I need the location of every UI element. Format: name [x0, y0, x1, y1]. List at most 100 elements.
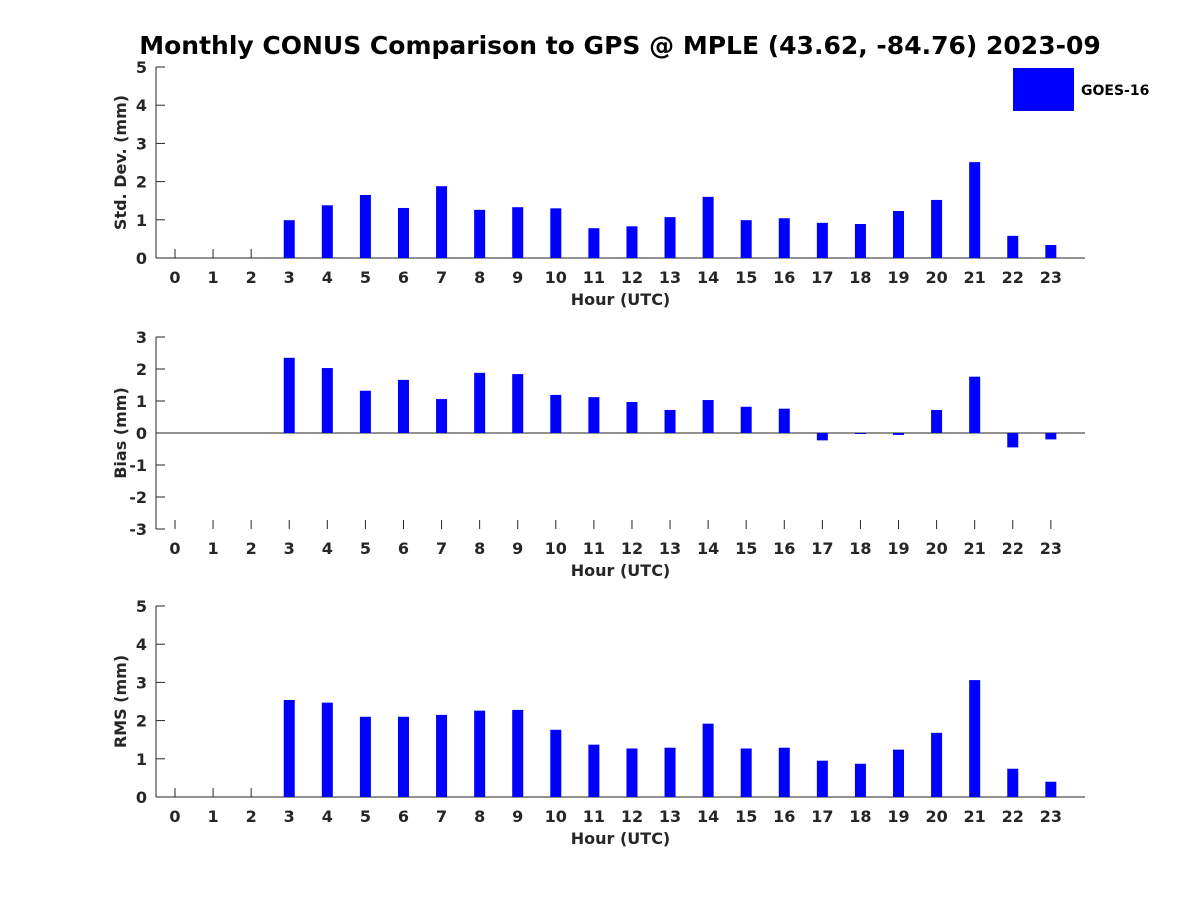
bar [321, 702, 333, 797]
x-tick-label: 11 [583, 539, 605, 558]
x-tick-label: 6 [398, 807, 409, 826]
bar [626, 226, 638, 258]
bar [664, 747, 676, 797]
bar [854, 224, 866, 258]
chart-title: Monthly CONUS Comparison to GPS @ MPLE (… [139, 31, 1101, 60]
x-tick-label: 11 [583, 807, 605, 826]
bar [778, 408, 790, 433]
bar [702, 196, 714, 258]
bar [474, 372, 486, 433]
x-tick-label: 5 [360, 268, 371, 287]
legend-label: GOES-16 [1081, 83, 1149, 99]
x-tick-label: 2 [246, 268, 257, 287]
bar [1007, 768, 1019, 797]
bar [854, 433, 866, 434]
bar [588, 744, 600, 797]
bar [550, 394, 562, 433]
y-tick-label: 4 [136, 96, 147, 115]
y-axis-label: Std. Dev. (mm) [111, 95, 130, 230]
x-tick-label: 15 [735, 268, 757, 287]
bar [512, 709, 524, 797]
bar [702, 723, 714, 797]
y-tick-label: 0 [136, 424, 147, 443]
y-tick-label: 4 [136, 635, 147, 654]
bar [1045, 245, 1057, 258]
x-tick-label: 14 [697, 268, 719, 287]
bar [893, 749, 905, 797]
bar [931, 409, 943, 433]
bar [512, 374, 524, 433]
bar [626, 748, 638, 797]
x-tick-label: 20 [925, 268, 947, 287]
x-tick-label: 12 [621, 539, 643, 558]
bar [436, 186, 448, 258]
x-axis-label: Hour (UTC) [571, 561, 671, 580]
x-tick-label: 23 [1040, 268, 1062, 287]
y-tick-label: -1 [129, 456, 147, 475]
y-tick-label: 2 [136, 360, 147, 379]
x-tick-label: 6 [398, 268, 409, 287]
x-tick-label: 7 [436, 539, 447, 558]
y-tick-label: 3 [136, 673, 147, 692]
bar [436, 714, 448, 797]
bar [321, 205, 333, 258]
bar [588, 397, 600, 433]
bar [702, 400, 714, 433]
y-tick-label: -2 [129, 488, 147, 507]
x-tick-label: 3 [284, 268, 295, 287]
bar [397, 379, 409, 433]
x-tick-label: 16 [773, 268, 795, 287]
bar [436, 399, 448, 433]
x-axis-label: Hour (UTC) [571, 290, 671, 309]
x-tick-label: 16 [773, 807, 795, 826]
bar [359, 390, 371, 433]
x-tick-label: 13 [659, 539, 681, 558]
bar [816, 760, 828, 797]
bar [740, 748, 752, 797]
bar [550, 729, 562, 797]
legend-swatch [1013, 68, 1074, 111]
x-tick-label: 13 [659, 268, 681, 287]
legend: GOES-16 [1013, 68, 1149, 111]
x-tick-label: 10 [545, 807, 567, 826]
y-tick-label: 1 [136, 392, 147, 411]
bar [359, 716, 371, 797]
bar [1045, 781, 1057, 797]
bar [474, 710, 486, 797]
y-tick-label: 2 [136, 712, 147, 731]
x-tick-label: 18 [849, 539, 871, 558]
x-tick-label: 9 [512, 807, 523, 826]
bar [1007, 433, 1019, 448]
bar [321, 368, 333, 433]
x-tick-label: 17 [811, 807, 833, 826]
bar [854, 763, 866, 797]
y-tick-label: 0 [136, 788, 147, 807]
bar [969, 162, 981, 258]
x-tick-label: 6 [398, 539, 409, 558]
x-tick-label: 15 [735, 539, 757, 558]
bar [816, 222, 828, 258]
bar [512, 207, 524, 258]
x-tick-label: 17 [811, 268, 833, 287]
x-tick-label: 16 [773, 539, 795, 558]
x-axis-label: Hour (UTC) [571, 829, 671, 848]
y-tick-label: 3 [136, 328, 147, 347]
bar [778, 747, 790, 797]
x-tick-label: 19 [887, 268, 909, 287]
bar [283, 220, 295, 258]
bar [778, 218, 790, 258]
bar [474, 209, 486, 258]
x-tick-label: 14 [697, 539, 719, 558]
x-tick-label: 22 [1002, 268, 1024, 287]
x-tick-label: 19 [887, 807, 909, 826]
x-tick-label: 21 [964, 807, 986, 826]
x-tick-label: 1 [208, 539, 219, 558]
x-tick-label: 2 [246, 807, 257, 826]
x-tick-label: 1 [208, 807, 219, 826]
x-tick-label: 10 [545, 268, 567, 287]
bar [740, 406, 752, 433]
x-tick-label: 22 [1002, 807, 1024, 826]
